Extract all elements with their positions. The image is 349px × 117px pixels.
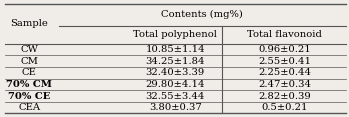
Text: 32.40±3.39: 32.40±3.39 [146,68,205,77]
Text: Total flavonoid: Total flavonoid [247,30,322,39]
Text: CEA: CEA [18,103,40,112]
Text: Total polyphenol: Total polyphenol [133,30,217,39]
Text: 2.82±0.39: 2.82±0.39 [258,92,311,101]
Text: 10.85±1.14: 10.85±1.14 [145,45,205,54]
Text: 70% CE: 70% CE [8,92,50,101]
Text: 29.80±4.14: 29.80±4.14 [146,80,205,89]
Text: CE: CE [22,68,37,77]
Text: 3.80±0.37: 3.80±0.37 [149,103,201,112]
Text: CM: CM [20,57,38,66]
Text: CW: CW [20,45,38,54]
Text: Sample: Sample [10,19,48,28]
Text: 2.55±0.41: 2.55±0.41 [258,57,311,66]
Text: 2.47±0.34: 2.47±0.34 [258,80,311,89]
Text: 34.25±1.84: 34.25±1.84 [146,57,205,66]
Text: Contents (mg%): Contents (mg%) [161,10,243,19]
Text: 70% CM: 70% CM [6,80,52,89]
Text: 32.55±3.44: 32.55±3.44 [146,92,205,101]
Text: 0.96±0.21: 0.96±0.21 [258,45,311,54]
Text: 0.5±0.21: 0.5±0.21 [261,103,308,112]
Text: 2.25±0.44: 2.25±0.44 [258,68,311,77]
